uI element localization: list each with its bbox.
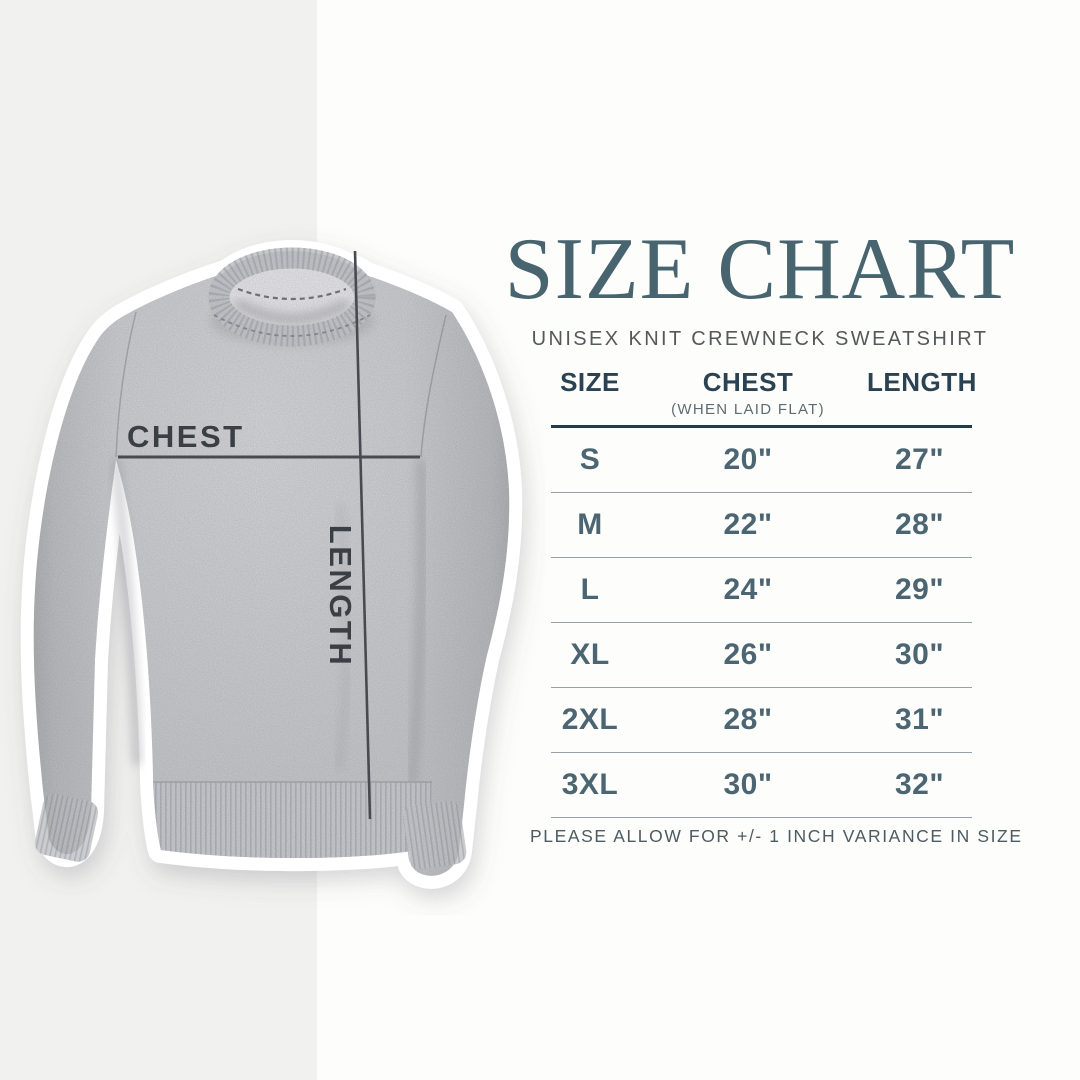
size-cell: 3XL [561, 768, 619, 801]
length-measure-line [353, 250, 372, 820]
table-row: XL 26" 30" [551, 623, 972, 688]
chest-measure-label: CHEST [127, 419, 245, 454]
size-cell: L [580, 573, 600, 606]
chest-cell: 22" [723, 508, 773, 541]
length-cell: 30" [894, 638, 945, 671]
table-row: 2XL 28" 31" [551, 688, 972, 753]
length-cell: 31" [894, 703, 945, 736]
table-row: M 22" 28" [551, 493, 972, 558]
chest-cell: 26" [723, 638, 773, 671]
length-cell: 28" [894, 508, 945, 541]
table-row: S 20" 27" [551, 428, 972, 493]
size-cell: S [579, 443, 601, 476]
length-cell: 29" [894, 573, 945, 606]
length-measure-label: LENGTH [323, 525, 358, 667]
size-table: SIZE CHEST (WHEN LAID FLAT) LENGTH S 20"… [551, 365, 977, 818]
garment-diagram: CHEST LENGTH [0, 205, 545, 915]
measurement-annotations: CHEST LENGTH [118, 250, 420, 820]
variance-note: PLEASE ALLOW FOR +/- 1 INCH VARIANCE IN … [530, 826, 1023, 846]
table-row: L 24" 29" [551, 558, 972, 623]
page-title: SIZE CHART [504, 221, 1016, 318]
table-header-row: SIZE CHEST (WHEN LAID FLAT) LENGTH [551, 365, 977, 428]
chest-cell: 20" [723, 443, 773, 476]
size-chart-panel: SIZE CHART UNISEX KNIT CREWNECK SWEATSHI… [505, 0, 1023, 1080]
column-header-chest: CHEST (WHEN LAID FLAT) [629, 365, 867, 425]
chest-cell: 24" [723, 573, 773, 606]
size-cell: XL [570, 638, 610, 671]
length-cell: 27" [894, 443, 945, 476]
table-row: 3XL 30" 32" [551, 753, 972, 818]
column-header-chest-label: CHEST [702, 367, 794, 397]
sweatshirt-illustration: CHEST LENGTH [20, 240, 523, 889]
column-header-chest-sublabel: (WHEN LAID FLAT) [671, 401, 825, 418]
size-cell: M [577, 508, 603, 541]
column-header-size: SIZE [560, 367, 620, 397]
subtitle: UNISEX KNIT CREWNECK SWEATSHIRT [531, 328, 989, 350]
chest-cell: 28" [723, 703, 773, 736]
chest-cell: 30" [723, 768, 773, 801]
column-header-length: LENGTH [867, 367, 977, 397]
length-cell: 32" [894, 768, 945, 801]
size-cell: 2XL [561, 703, 619, 736]
